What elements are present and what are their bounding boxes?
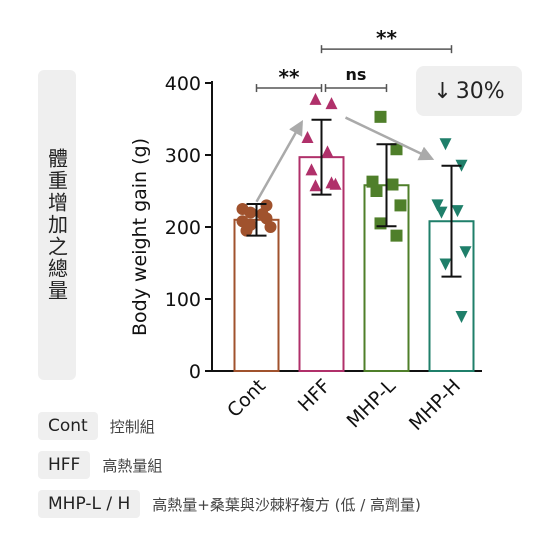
- reduction-value: 30%: [455, 78, 505, 104]
- sig-label: **: [279, 65, 300, 89]
- data-point: [236, 203, 249, 215]
- data-point: [431, 199, 444, 212]
- chart-bars: [233, 156, 475, 372]
- data-point: [374, 217, 387, 230]
- legend-key: Cont: [38, 412, 98, 440]
- trend-arrow-down: [344, 116, 435, 161]
- x-tick-label: MHP-L: [343, 375, 401, 433]
- chart-error-bars: [246, 118, 462, 278]
- sig-label: ns: [346, 65, 367, 84]
- side-label-text: 體重增加之總量: [44, 148, 69, 302]
- trend-arrow-up: [255, 119, 303, 203]
- data-point: [451, 205, 464, 218]
- reduction-badge: ↓ 30%: [416, 66, 522, 116]
- legend-row-mhp: MHP-L / H 高熱量+桑葉與沙棘籽複方 (低 / 高劑量): [38, 490, 421, 518]
- data-point: [325, 97, 338, 110]
- data-point: [435, 206, 448, 219]
- y-tick-label: 400: [165, 73, 201, 95]
- data-point: [305, 163, 318, 176]
- legend-row-cont: Cont 控制組: [38, 412, 155, 440]
- legend-desc: 高熱量組: [102, 456, 163, 475]
- chart-points: [236, 92, 472, 323]
- data-point: [321, 145, 334, 158]
- y-tick-label: 0: [189, 361, 201, 383]
- data-point: [366, 175, 379, 188]
- data-point: [309, 92, 322, 105]
- data-point: [260, 199, 273, 212]
- significance-annotations: ** ns **: [255, 26, 453, 93]
- y-tick-label: 100: [165, 289, 201, 311]
- data-point: [390, 143, 403, 156]
- data-point: [309, 179, 322, 192]
- data-point: [301, 131, 314, 143]
- data-point: [244, 218, 257, 231]
- data-point: [390, 229, 403, 242]
- y-axis-title: Body weight gain (g): [129, 138, 151, 336]
- legend-desc: 高熱量+桑葉與沙棘籽複方 (低 / 高劑量): [152, 495, 421, 514]
- data-point: [394, 199, 407, 212]
- data-point: [325, 176, 338, 189]
- x-tick-label: HFF: [294, 375, 335, 416]
- data-point: [439, 138, 452, 151]
- data-point: [439, 258, 452, 271]
- legend-desc: 控制組: [109, 417, 155, 436]
- trend-arrows: [255, 116, 435, 203]
- legend-key: HFF: [38, 451, 91, 479]
- legend-row-hff: HFF 高熱量組: [38, 451, 162, 479]
- x-tick-label: Cont: [223, 375, 270, 422]
- side-label: 體重增加之總量: [38, 70, 76, 380]
- x-tick-label: MHP-H: [405, 375, 465, 435]
- data-point: [386, 178, 399, 191]
- sig-label: **: [376, 26, 397, 50]
- down-arrow-icon: ↓: [433, 78, 452, 104]
- data-point: [459, 246, 472, 259]
- data-point: [455, 311, 468, 323]
- data-point: [264, 221, 277, 233]
- y-tick-label: 200: [165, 217, 201, 239]
- bar: [233, 218, 280, 372]
- legend-key: MHP-L / H: [38, 490, 141, 518]
- data-point: [370, 185, 383, 197]
- y-tick-label: 300: [165, 145, 201, 167]
- data-point: [374, 110, 387, 123]
